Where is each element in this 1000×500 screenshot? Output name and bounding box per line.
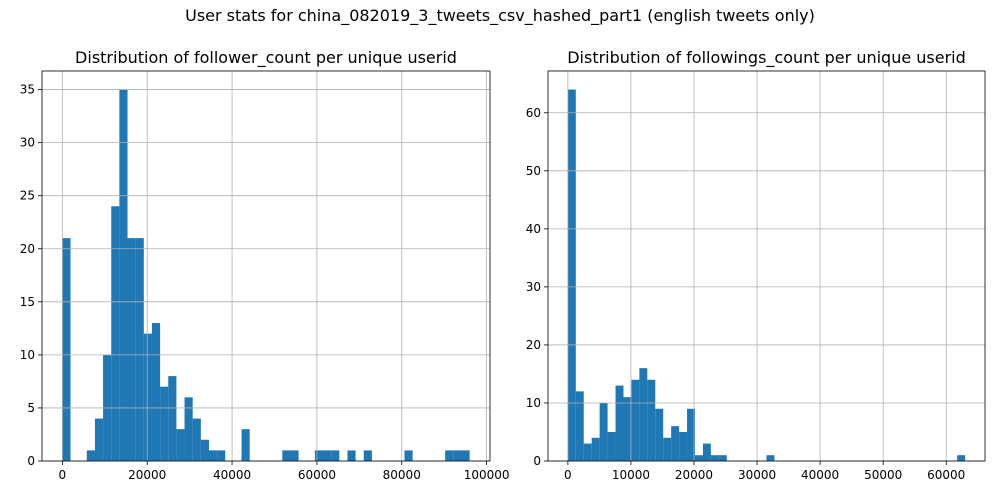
y-tick-label: 0 (27, 454, 35, 468)
histogram-bar (241, 429, 250, 461)
y-tick-label: 40 (526, 222, 541, 236)
axes-frame (547, 70, 986, 462)
histogram-bar (192, 418, 201, 461)
histogram-bar (710, 455, 719, 461)
y-tick-label: 0 (533, 454, 541, 468)
histogram-bar (143, 333, 152, 461)
histogram-bar (694, 455, 703, 461)
histogram-bar (168, 376, 177, 461)
x-tick-label: 80000 (383, 468, 421, 482)
histogram-bar (363, 450, 372, 461)
x-tick-label: 20000 (128, 468, 166, 482)
histogram-bar (404, 450, 413, 461)
x-tick-label: 30000 (738, 468, 776, 482)
histogram-bar (639, 368, 648, 461)
histogram-bar (583, 443, 592, 461)
x-tick-label: 0 (564, 468, 572, 482)
histogram-bar (160, 386, 169, 461)
histogram-bar (331, 450, 340, 461)
histogram-bar (314, 450, 324, 461)
x-tick-label: 100000 (464, 468, 510, 482)
y-tick-label: 10 (20, 348, 35, 362)
y-tick-label: 30 (526, 280, 541, 294)
y-tick-label: 5 (27, 401, 35, 415)
x-tick-label: 60000 (298, 468, 336, 482)
y-tick-label: 10 (526, 396, 541, 410)
chart-title: Distribution of follower_count per uniqu… (75, 48, 457, 68)
histogram-bar (200, 439, 209, 461)
histogram-bar (347, 450, 356, 461)
histogram-bar (453, 450, 462, 461)
histogram-bar (766, 455, 775, 461)
histogram-bar (208, 450, 218, 461)
histogram-bar (623, 397, 632, 461)
y-tick-label: 50 (526, 164, 541, 178)
histogram-bar (282, 450, 291, 461)
histogram-bar (119, 89, 128, 462)
histogram-bar (615, 385, 624, 461)
histogram-bar (86, 450, 95, 461)
y-tick-label: 60 (526, 106, 541, 120)
histogram-bar (184, 397, 193, 461)
x-tick-label: 50000 (864, 468, 902, 482)
histogram-bar (62, 238, 71, 461)
histogram-bar (718, 455, 727, 461)
y-tick-label: 25 (20, 189, 35, 203)
histogram-bar (631, 379, 640, 461)
histogram-bar (607, 431, 616, 461)
y-tick-label: 20 (20, 242, 35, 256)
histogram-bar (599, 402, 608, 461)
histogram-bar (176, 429, 185, 461)
histogram-bar (687, 408, 695, 461)
histogram-bar (655, 408, 664, 461)
histogram-bar (135, 238, 144, 461)
histogram-bar (290, 450, 299, 461)
x-tick-label: 0 (59, 468, 67, 482)
histogram-bar (702, 443, 711, 461)
x-tick-label: 40000 (213, 468, 251, 482)
histogram-bar (94, 418, 104, 461)
histogram-bar (957, 455, 966, 461)
histogram-bar (679, 431, 688, 461)
x-tick-label: 10000 (612, 468, 650, 482)
histogram-bar (647, 379, 656, 461)
x-tick-label: 20000 (675, 468, 713, 482)
histogram-bar (591, 437, 600, 461)
histogram-bar (445, 450, 454, 461)
histogram-bar (671, 426, 680, 461)
x-tick-label: 60000 (927, 468, 965, 482)
axes-frame (41, 70, 491, 462)
figure-title: User stats for china_082019_3_tweets_csv… (185, 6, 815, 25)
chart-panel-2: 0 10000 20000 30000 40000 50000 60000 0 10 20 30 40… (526, 48, 986, 482)
histogram-bar (151, 323, 161, 461)
chart-panel-1: 0 20000 40000 60000 80000 100000 0 5 10 15 20 25 30 3… (20, 48, 510, 482)
y-tick-label: 30 (20, 136, 35, 150)
y-tick-label: 35 (20, 83, 35, 97)
histogram-bar (663, 437, 672, 461)
x-tick-label: 40000 (801, 468, 839, 482)
histogram-bar (575, 391, 584, 461)
histogram-bar (461, 450, 470, 461)
histogram-bar (323, 450, 332, 461)
histogram-bar (567, 89, 576, 462)
y-tick-label: 20 (526, 338, 541, 352)
y-tick-label: 15 (20, 295, 35, 309)
histogram-bar (111, 206, 120, 461)
chart-title: Distribution of followings_count per uni… (567, 48, 966, 68)
histogram-bar (217, 450, 226, 461)
histogram-bar (127, 238, 136, 461)
